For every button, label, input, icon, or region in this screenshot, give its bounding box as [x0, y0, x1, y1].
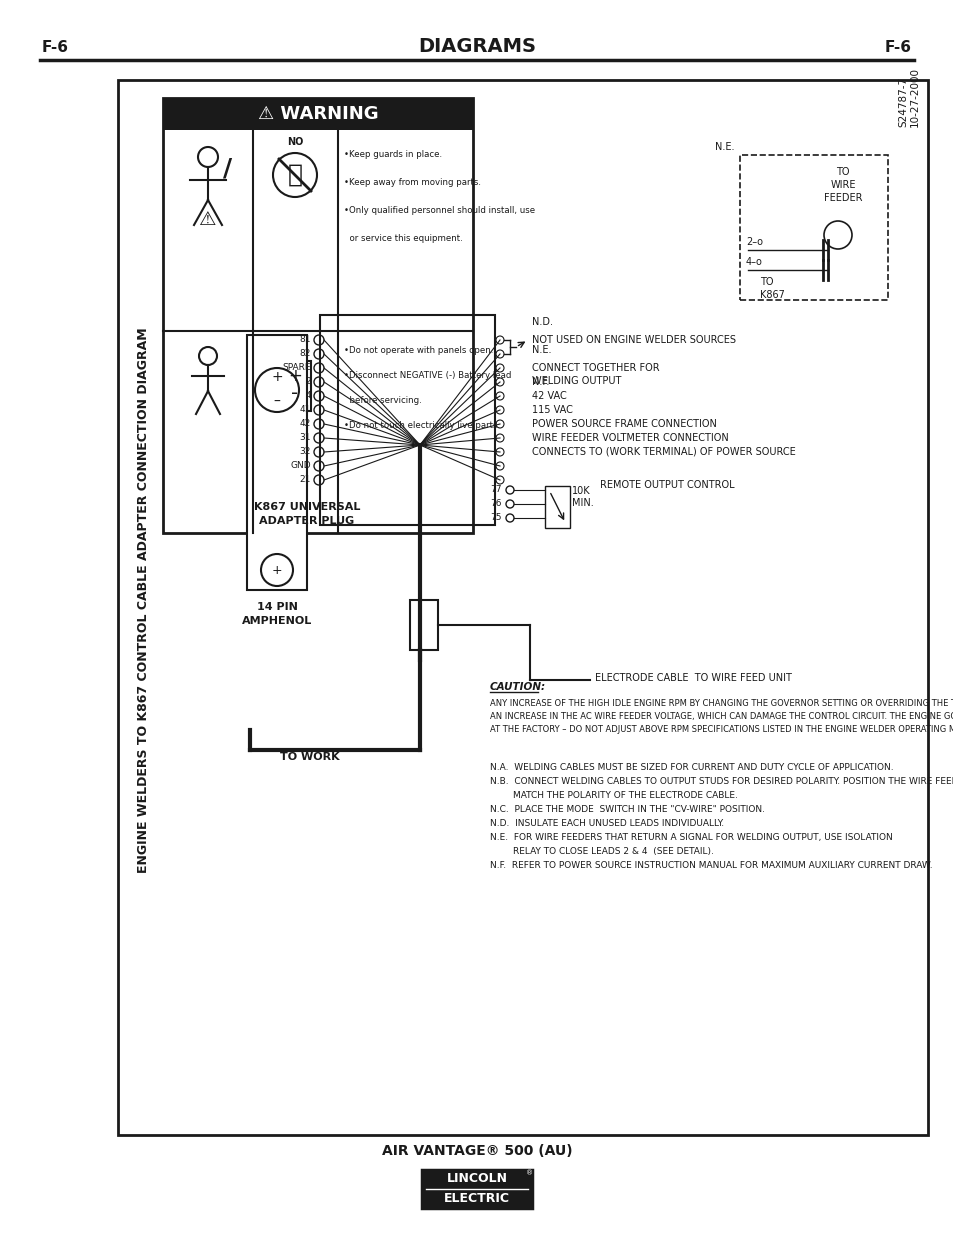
Text: ELECTRODE CABLE  TO WIRE FEED UNIT: ELECTRODE CABLE TO WIRE FEED UNIT: [595, 673, 791, 683]
Text: +: +: [272, 563, 282, 577]
Text: 75: 75: [490, 514, 501, 522]
Text: 41: 41: [299, 405, 311, 415]
Text: CONNECTS TO (WORK TERMINAL) OF POWER SOURCE: CONNECTS TO (WORK TERMINAL) OF POWER SOU…: [532, 447, 795, 457]
Text: ⚠ WARNING: ⚠ WARNING: [257, 105, 378, 124]
Bar: [278, 361, 311, 411]
Text: ADAPTER PLUG: ADAPTER PLUG: [259, 516, 355, 526]
Bar: [247, 335, 307, 590]
Text: AIR VANTAGE® 500 (AU): AIR VANTAGE® 500 (AU): [381, 1144, 572, 1158]
Text: N.D.  INSULATE EACH UNUSED LEADS INDIVIDUALLY.: N.D. INSULATE EACH UNUSED LEADS INDIVIDU…: [490, 819, 723, 827]
Text: 21: 21: [299, 475, 311, 484]
Text: S24787-7: S24787-7: [897, 77, 907, 127]
Text: GND: GND: [290, 462, 311, 471]
Text: •Do not operate with panels open.: •Do not operate with panels open.: [344, 346, 493, 354]
Text: 14 PIN: 14 PIN: [256, 601, 297, 613]
Text: SPARE: SPARE: [282, 363, 311, 373]
Text: WIRE: WIRE: [829, 180, 855, 190]
Text: AT THE FACTORY – DO NOT ADJUST ABOVE RPM SPECIFICATIONS LISTED IN THE ENGINE WEL: AT THE FACTORY – DO NOT ADJUST ABOVE RPM…: [490, 725, 953, 734]
Text: REMOTE OUTPUT CONTROL: REMOTE OUTPUT CONTROL: [599, 480, 734, 490]
Text: 31: 31: [299, 433, 311, 442]
Text: 42: 42: [299, 420, 311, 429]
Text: 10K: 10K: [572, 487, 590, 496]
Text: 82: 82: [299, 350, 311, 358]
Bar: [410, 600, 437, 650]
Text: LINCOLN: LINCOLN: [446, 1172, 507, 1186]
Text: TO WORK: TO WORK: [280, 752, 339, 762]
Text: K867 UNIVERSAL: K867 UNIVERSAL: [253, 501, 360, 513]
Text: K867: K867: [760, 290, 784, 300]
Text: N.A.  WELDING CABLES MUST BE SIZED FOR CURRENT AND DUTY CYCLE OF APPLICATION.: N.A. WELDING CABLES MUST BE SIZED FOR CU…: [490, 763, 893, 772]
Text: N.F.: N.F.: [532, 377, 549, 387]
Text: •Keep away from moving parts.: •Keep away from moving parts.: [344, 178, 480, 186]
Text: ⚠: ⚠: [199, 210, 216, 228]
Text: POWER SOURCE FRAME CONNECTION: POWER SOURCE FRAME CONNECTION: [532, 419, 716, 429]
Text: N.B.  CONNECT WELDING CABLES TO OUTPUT STUDS FOR DESIRED POLARITY. POSITION THE : N.B. CONNECT WELDING CABLES TO OUTPUT ST…: [490, 777, 953, 785]
Text: •Keep guards in place.: •Keep guards in place.: [344, 149, 441, 159]
Text: TO: TO: [760, 277, 773, 287]
Text: +: +: [271, 370, 282, 384]
Text: CAUTION:: CAUTION:: [490, 682, 545, 692]
Text: CONNECT TOGETHER FOR: CONNECT TOGETHER FOR: [532, 363, 659, 373]
Text: 42 VAC: 42 VAC: [532, 391, 566, 401]
Text: before servicing.: before servicing.: [344, 396, 421, 405]
Text: ENGINE WELDERS TO K867 CONTROL CABLE ADAPTER CONNECTION DIAGRAM: ENGINE WELDERS TO K867 CONTROL CABLE ADA…: [137, 327, 151, 873]
Text: ®: ®: [525, 1170, 533, 1176]
Bar: [287, 351, 303, 363]
Text: 4–o: 4–o: [745, 257, 762, 267]
Bar: [544, 487, 569, 529]
Text: RELAY TO CLOSE LEADS 2 & 4  (SEE DETAIL).: RELAY TO CLOSE LEADS 2 & 4 (SEE DETAIL).: [490, 847, 713, 856]
Text: •Disconnect NEGATIVE (-) Battery lead: •Disconnect NEGATIVE (-) Battery lead: [344, 370, 511, 380]
Text: 81: 81: [299, 336, 311, 345]
Text: 77: 77: [490, 485, 501, 494]
Text: 10-27-2000: 10-27-2000: [909, 67, 919, 127]
Text: NOT USED ON ENGINE WELDER SOURCES: NOT USED ON ENGINE WELDER SOURCES: [532, 335, 735, 345]
Text: N.F.  REFER TO POWER SOURCE INSTRUCTION MANUAL FOR MAXIMUM AUXILIARY CURRENT DRA: N.F. REFER TO POWER SOURCE INSTRUCTION M…: [490, 861, 932, 869]
Text: AN INCREASE IN THE AC WIRE FEEDER VOLTAGE, WHICH CAN DAMAGE THE CONTROL CIRCUIT.: AN INCREASE IN THE AC WIRE FEEDER VOLTAG…: [490, 713, 953, 721]
Text: MIN.: MIN.: [572, 498, 593, 508]
Text: N.E.: N.E.: [532, 345, 551, 354]
Text: 32: 32: [299, 447, 311, 457]
Text: •Only qualified personnel should install, use: •Only qualified personnel should install…: [344, 206, 535, 215]
Text: F-6: F-6: [884, 40, 911, 54]
Text: 2: 2: [305, 378, 311, 387]
Bar: [163, 98, 473, 130]
Text: 2–o: 2–o: [745, 237, 762, 247]
Text: N.D.: N.D.: [532, 317, 553, 327]
Text: N.E.: N.E.: [714, 142, 734, 152]
Bar: [319, 315, 495, 525]
Text: WIRE FEEDER VOLTMETER CONNECTION: WIRE FEEDER VOLTMETER CONNECTION: [532, 433, 728, 443]
Text: NO: NO: [287, 137, 303, 147]
Text: -: -: [291, 384, 298, 403]
Text: N.E.  FOR WIRE FEEDERS THAT RETURN A SIGNAL FOR WELDING OUTPUT, USE ISOLATION: N.E. FOR WIRE FEEDERS THAT RETURN A SIGN…: [490, 832, 892, 842]
Bar: [118, 80, 927, 1135]
Text: ✋: ✋: [287, 163, 302, 186]
Text: +: +: [288, 367, 301, 385]
Text: MATCH THE POLARITY OF THE ELECTRODE CABLE.: MATCH THE POLARITY OF THE ELECTRODE CABL…: [490, 790, 737, 800]
Bar: [163, 98, 473, 534]
Text: AMPHENOL: AMPHENOL: [242, 616, 312, 626]
Text: FEEDER: FEEDER: [822, 193, 862, 203]
Bar: [421, 1170, 532, 1208]
Text: /: /: [223, 156, 232, 180]
Text: WELDING OUTPUT: WELDING OUTPUT: [532, 375, 620, 387]
Text: 76: 76: [490, 499, 501, 509]
Bar: [740, 156, 887, 300]
Text: ELECTRIC: ELECTRIC: [443, 1192, 510, 1204]
Text: F-6: F-6: [42, 40, 69, 54]
Text: or service this equipment.: or service this equipment.: [344, 233, 462, 243]
Text: ANY INCREASE OF THE HIGH IDLE ENGINE RPM BY CHANGING THE GOVERNOR SETTING OR OVE: ANY INCREASE OF THE HIGH IDLE ENGINE RPM…: [490, 699, 953, 708]
Text: 115 VAC: 115 VAC: [532, 405, 572, 415]
Text: 4: 4: [305, 391, 311, 400]
Text: N.C.  PLACE THE MODE  SWITCH IN THE "CV-WIRE" POSITION.: N.C. PLACE THE MODE SWITCH IN THE "CV-WI…: [490, 805, 764, 814]
Text: TO: TO: [836, 167, 849, 177]
Text: –: –: [274, 395, 280, 409]
Text: •Do not touch electrically live parts.: •Do not touch electrically live parts.: [344, 421, 499, 430]
Text: DIAGRAMS: DIAGRAMS: [417, 37, 536, 57]
